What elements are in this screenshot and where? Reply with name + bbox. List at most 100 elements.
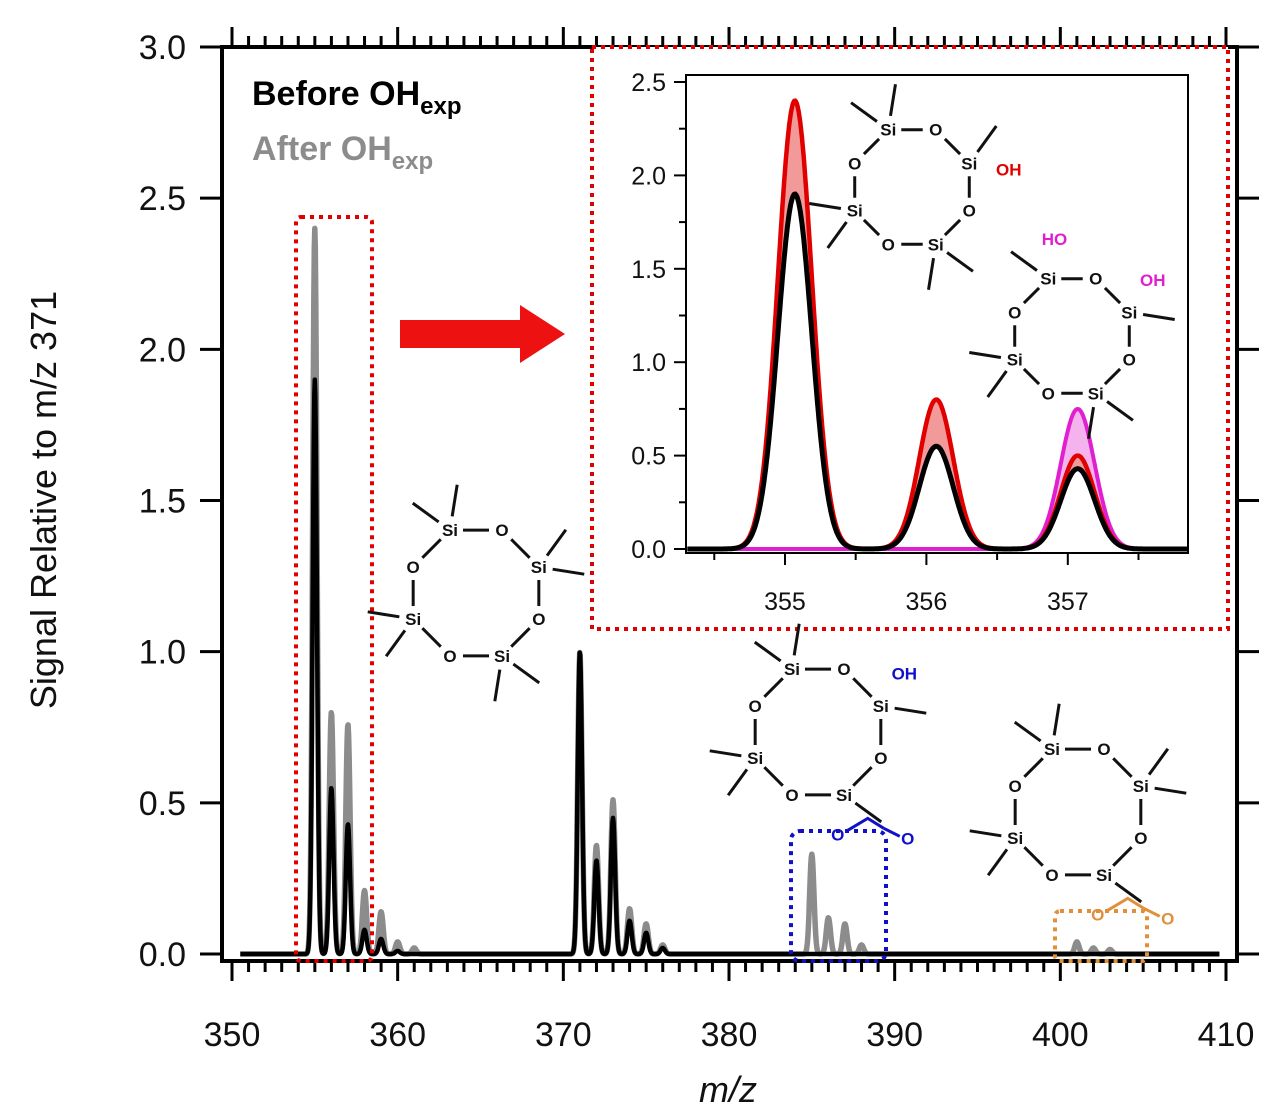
si-atom: Si [873, 697, 889, 716]
si-atom: Si [961, 154, 977, 173]
si-atom: Si [1007, 829, 1023, 848]
o-atom: O [495, 521, 508, 540]
ring-bond [862, 137, 881, 156]
inset-x-tick-label: 357 [1047, 588, 1089, 616]
ester-carbonyl [883, 826, 901, 838]
si-atom: Si [847, 202, 863, 221]
o-atom: O [1089, 270, 1102, 289]
y-tick-label: 0.0 [139, 936, 186, 974]
methyl-bond [1106, 400, 1134, 422]
y-tick-label: 3.0 [139, 29, 186, 67]
methyl-bond [450, 484, 459, 517]
legend-before: Before OHexp [252, 75, 462, 120]
o-atom: O [785, 786, 798, 805]
methyl-bond [1147, 747, 1170, 776]
methyl-bond [976, 125, 998, 153]
inset-traces [687, 98, 1188, 552]
methyl-bond [493, 669, 502, 702]
ring-bond [763, 677, 784, 698]
ring-bond [1112, 757, 1133, 778]
si-atom: Si [494, 647, 510, 666]
y-tick-label: 0.5 [139, 785, 186, 823]
zoom-arrow-icon [400, 305, 565, 363]
methyl-bond [946, 251, 974, 273]
o-atom: O [749, 697, 762, 716]
ring-bond [421, 538, 442, 559]
methyl-bond [1052, 703, 1061, 736]
methyl-bond [927, 257, 936, 290]
ring-bond [1112, 846, 1133, 867]
methyl-bond [753, 640, 782, 663]
molecule-inset-oh: O Si OH O Si O Si O Si [809, 84, 1022, 290]
ring-bond [1022, 286, 1041, 305]
legend-after-label: After OH [252, 130, 392, 168]
y-tick-label: 1.5 [139, 483, 186, 521]
methyl-bond [894, 706, 927, 715]
si-atom: Si [531, 558, 547, 577]
si-atom: Si [1088, 384, 1104, 403]
o-atom: O [532, 610, 545, 629]
inset-y-tick-label: 0.5 [631, 443, 666, 471]
methyl-bond [1114, 881, 1143, 904]
si-atom: Si [928, 235, 944, 254]
methyl-bond [986, 370, 1008, 398]
methyl-bond [367, 610, 400, 619]
methyl-bond [850, 101, 878, 123]
methyl-bond [854, 801, 883, 824]
o-atom: O [1008, 303, 1021, 322]
si-atom: Si [1040, 270, 1056, 289]
si-atom: Si [1133, 777, 1149, 796]
legend-before-sub: exp [420, 93, 461, 120]
inset-frame [590, 45, 1230, 631]
x-axis-title: m/z [699, 1069, 757, 1110]
ring-bond [852, 766, 873, 787]
methyl-bond [809, 202, 842, 211]
si-atom: Si [1007, 351, 1023, 370]
si-atom: Si [1121, 303, 1137, 322]
si-atom: Si [880, 121, 896, 140]
inset-black-trace [687, 191, 1188, 552]
y-tick-label: 1.0 [139, 634, 186, 672]
si-atom: Si [442, 521, 458, 540]
substituent-label: HO [1042, 230, 1068, 249]
substituent-label: O [1091, 905, 1104, 924]
ring-bond [510, 627, 531, 648]
o-atom: O [1042, 384, 1055, 403]
si-atom: Si [405, 610, 421, 629]
inset-x-tick-label: 355 [764, 588, 806, 616]
inset-frame-axes [685, 74, 1189, 554]
si-atom: Si [747, 749, 763, 768]
methyl-bond [726, 768, 749, 797]
ring-bond [1022, 367, 1041, 386]
ring-bond [852, 677, 873, 698]
x-tick-label: 400 [1032, 1016, 1089, 1054]
substituent-label: OH [1140, 271, 1166, 290]
x-tick-label: 380 [701, 1016, 758, 1054]
ring-bond [943, 218, 962, 237]
legend-after: After OHexp [252, 130, 433, 175]
methyl-bond [969, 829, 1002, 838]
inset-y-tick-label: 1.5 [631, 256, 666, 284]
substituent-label: OH [892, 665, 918, 684]
substituent-label: OH [996, 161, 1022, 180]
molecule-orange: O Si O Si O O O Si O Si [969, 703, 1187, 928]
ring-bond [1103, 367, 1122, 386]
inset-y-tick-label: 2.0 [631, 162, 666, 190]
ester-oxygen: O [1161, 909, 1174, 928]
o-atom: O [874, 749, 887, 768]
inset-white-fill [687, 194, 1188, 549]
inset-x-tick-label: 356 [906, 588, 948, 616]
methyl-bond [1087, 406, 1096, 439]
methyl-bond [1154, 786, 1187, 795]
o-atom: O [407, 558, 420, 577]
y-tick-label: 2.0 [139, 331, 186, 369]
ring-bond [1103, 286, 1122, 305]
methyl-bond [384, 629, 407, 658]
inset-y-tick-label: 2.5 [631, 69, 666, 97]
ring-bond [510, 538, 531, 559]
o-atom: O [1134, 829, 1147, 848]
